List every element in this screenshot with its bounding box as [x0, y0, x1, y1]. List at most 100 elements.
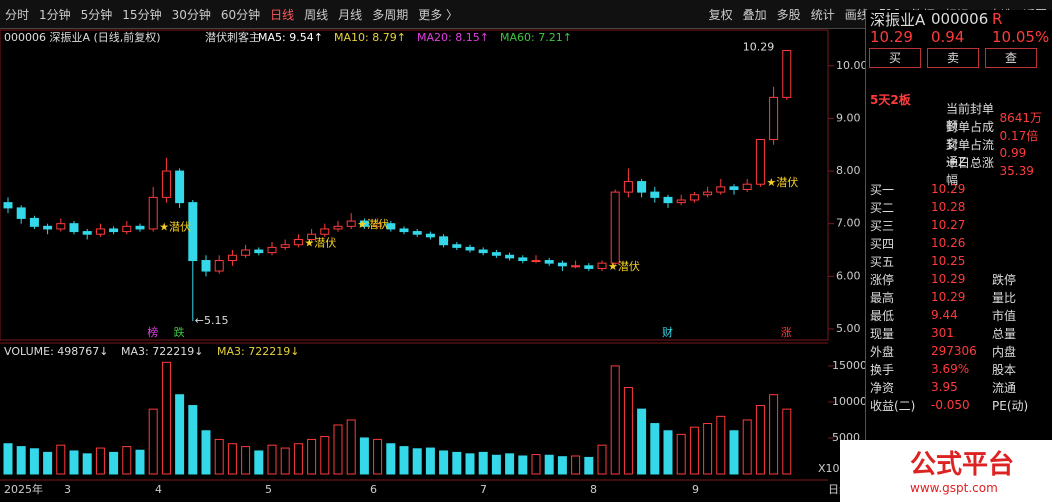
x-label: 2025年 [4, 482, 43, 496]
volume-bar [531, 454, 541, 475]
toolbar-button[interactable]: 叠加 [742, 7, 767, 22]
volume-bar [676, 433, 686, 475]
seal-value: 8641万 [999, 110, 1043, 125]
button-row: 买卖查 [866, 46, 1052, 70]
candle-body [95, 228, 105, 235]
volume-bar [320, 436, 330, 475]
stat-row: 最低 9.44 市值 [866, 306, 1052, 324]
candle-body [399, 228, 409, 233]
volume-bar [465, 453, 475, 475]
seal-value: 0.17倍 [999, 128, 1039, 143]
toolbar-tab[interactable]: 多周期 [372, 7, 409, 22]
quote-change: 0.94 [931, 28, 965, 46]
candle-body [729, 186, 739, 190]
candle-body [637, 181, 647, 193]
book-price: 10.26 [931, 236, 966, 250]
signal-label: ★潜伏 [304, 235, 336, 249]
volume-bar [293, 443, 303, 475]
toolbar-tab[interactable]: 月线 [338, 7, 363, 22]
stat-row-cell: 内盘 [992, 344, 1017, 359]
fin-row-cell: -0.050 [931, 398, 970, 412]
seal-row: 封单占成交 0.17倍 [866, 120, 1052, 151]
candle-body [293, 238, 303, 246]
volume-unit: X10 [818, 462, 840, 475]
price-row: 10.29 0.94 10.05% [866, 28, 1052, 46]
toolbar-tab[interactable]: 30分钟 [171, 7, 211, 22]
y-tick-label: 6.00 [836, 269, 861, 282]
candles [3, 50, 792, 322]
toolbar-button[interactable]: 复权 [708, 7, 733, 22]
fin-row-cell: 收益(二) [870, 398, 916, 413]
logo-text: 公式平台 [910, 450, 1015, 480]
toolbar-tab[interactable]: 周线 [304, 7, 329, 22]
toolbar-tab[interactable]: 更多 〉 [418, 7, 459, 22]
candle-body [346, 220, 356, 227]
candle-body [359, 220, 369, 227]
candle-body [491, 252, 501, 256]
toolbar-tab[interactable]: 15分钟 [122, 7, 162, 22]
x-label: 9 [692, 483, 699, 496]
fin-row: 收益(二) -0.050 PE(动) [866, 396, 1052, 414]
toolbar-tab[interactable]: 1分钟 [39, 7, 71, 22]
volume-bar [201, 430, 211, 475]
book-row: 买二 10.28 [866, 198, 1052, 216]
ma-legend: MA5: 9.54↑ [258, 31, 323, 44]
volume-bar [241, 446, 251, 475]
toolbar-tab[interactable]: 日线 [270, 7, 295, 22]
candle-body [544, 260, 554, 264]
toolbar-button[interactable]: 统计 [810, 7, 835, 22]
fin-row-cell: 3.95 [931, 380, 958, 394]
candle-body [676, 199, 686, 204]
volume-bar [16, 446, 26, 475]
volume-bar [689, 426, 699, 475]
stat-row-cell: 外盘 [870, 344, 895, 359]
stat-row-cell: 总量 [992, 326, 1017, 341]
volume-bar [214, 438, 224, 475]
volume-bar [782, 408, 792, 475]
stat-row-cell: 301 [931, 326, 954, 340]
volume-bar [703, 423, 713, 475]
candle-body [227, 254, 237, 262]
volume-bar [175, 394, 185, 475]
candle-body [505, 254, 515, 259]
volume-bar [729, 430, 739, 475]
trade-button[interactable]: 买 [869, 48, 921, 68]
stat-row-cell: 9.44 [931, 308, 958, 322]
volume-bar [769, 394, 779, 475]
candle-body [307, 233, 317, 240]
toolbar-tab[interactable]: 5分钟 [80, 7, 113, 22]
quote-price: 10.29 [870, 28, 913, 46]
stat-row-cell: 10.29 [931, 290, 966, 304]
y-tick-label: 10.00 [836, 59, 865, 72]
toolbar-tab[interactable]: 60分钟 [220, 7, 261, 22]
book-price: 10.28 [931, 200, 966, 214]
candle-body [122, 225, 132, 233]
seal-label: 当前封单额 [946, 102, 995, 133]
toolbar-button[interactable]: 画线 [844, 7, 869, 22]
x-label: 8 [590, 483, 597, 496]
logo-url: www.gspt.com [910, 481, 998, 495]
candle-body [135, 225, 145, 230]
stat-row-cell: 现量 [870, 326, 895, 341]
stat-row-cell: 市值 [992, 308, 1017, 323]
candle-body [56, 223, 66, 230]
toolbar-button[interactable]: 多股 [776, 7, 801, 22]
signal-label: ★潜伏 [608, 259, 640, 273]
logo: 公式平台 www.gspt.com [840, 440, 1052, 502]
trade-button[interactable]: 查 [985, 48, 1037, 68]
candle-body [109, 228, 119, 233]
candle-body [254, 249, 264, 254]
toolbar-tab[interactable]: 分时 [5, 7, 30, 22]
seal-row: 封单占流通Z 0.99 [866, 138, 1052, 169]
volume-bar [373, 438, 383, 475]
volume-bar [623, 387, 633, 475]
seal-label: 封单占流通Z [946, 138, 995, 169]
candle-body [439, 236, 449, 246]
candle-body [425, 233, 435, 238]
volume-legend: MA3: 722219↓ [121, 345, 203, 358]
trade-button[interactable]: 卖 [927, 48, 979, 68]
fin-row-cell: 股本 [992, 362, 1017, 377]
volume-bar [188, 405, 198, 475]
stat-row-cell: 跌停 [992, 272, 1017, 287]
